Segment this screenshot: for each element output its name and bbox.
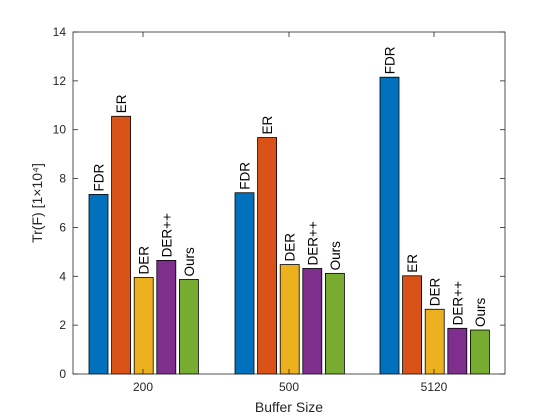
bar-labels-group: FDR ER DER DER++ Ours FDR ER DER DER++ Ours FDR ER D… (92, 46, 488, 327)
bar-label-derplusplus-500: DER++ (305, 221, 320, 265)
ticks-group: 0 2 4 6 8 10 12 14 200 500 5120 (53, 25, 505, 394)
y-axis-label: Tr(F) [1×10⁴] (29, 163, 45, 243)
bar-label-er-500: ER (260, 116, 275, 135)
y-tick-label-10: 10 (53, 123, 67, 137)
bar-ours-500 (324, 272, 345, 375)
y-tick-label-4: 4 (59, 269, 66, 283)
y-tick-label-8: 8 (59, 172, 66, 186)
bar-label-fdr-500: FDR (238, 162, 253, 190)
bar-label-derplusplus-200: DER++ (159, 213, 174, 257)
bar-derplusplus-200 (156, 260, 177, 375)
y-tick-label-0: 0 (59, 367, 66, 381)
y-tick-label-2: 2 (59, 318, 66, 332)
bars-group (88, 76, 490, 375)
bar-label-er-200: ER (114, 94, 129, 113)
bar-der-200 (133, 277, 154, 375)
bar-label-der-200: DER (137, 246, 152, 275)
bar-label-derplusplus-5120: DER++ (450, 281, 465, 325)
x-tick-label-500: 500 (279, 380, 299, 394)
bar-label-ours-200: Ours (182, 247, 197, 277)
x-tick-label-200: 200 (133, 380, 153, 394)
bar-label-der-500: DER (283, 233, 298, 262)
y-tick-label-6: 6 (59, 220, 66, 234)
bar-er-200 (111, 115, 131, 375)
bar-derplusplus-500 (302, 268, 323, 375)
bar-label-fdr-5120: FDR (383, 46, 398, 74)
y-tick-label-14: 14 (53, 25, 67, 39)
bar-fdr-500 (234, 192, 255, 375)
bar-derplusplus-5120 (447, 327, 468, 375)
bar-er-5120 (402, 275, 423, 375)
bar-ours-200 (178, 279, 199, 375)
bar-label-ours-5120: Ours (473, 298, 488, 328)
bar-ours-5120 (469, 329, 490, 375)
bar-der-5120 (424, 308, 445, 375)
bar-label-der-5120: DER (428, 278, 443, 307)
bar-fdr-200 (88, 194, 109, 375)
x-tick-label-5120: 5120 (421, 380, 448, 394)
bar-fdr-5120 (379, 76, 400, 375)
bar-label-ours-500: Ours (328, 241, 343, 271)
bar-er-500 (257, 137, 278, 375)
bar-label-er-5120: ER (405, 254, 420, 273)
y-tick-label-12: 12 (53, 74, 67, 88)
x-axis-label: Buffer Size (255, 399, 323, 415)
bar-der-500 (279, 264, 300, 375)
bar-label-fdr-200: FDR (92, 163, 107, 191)
